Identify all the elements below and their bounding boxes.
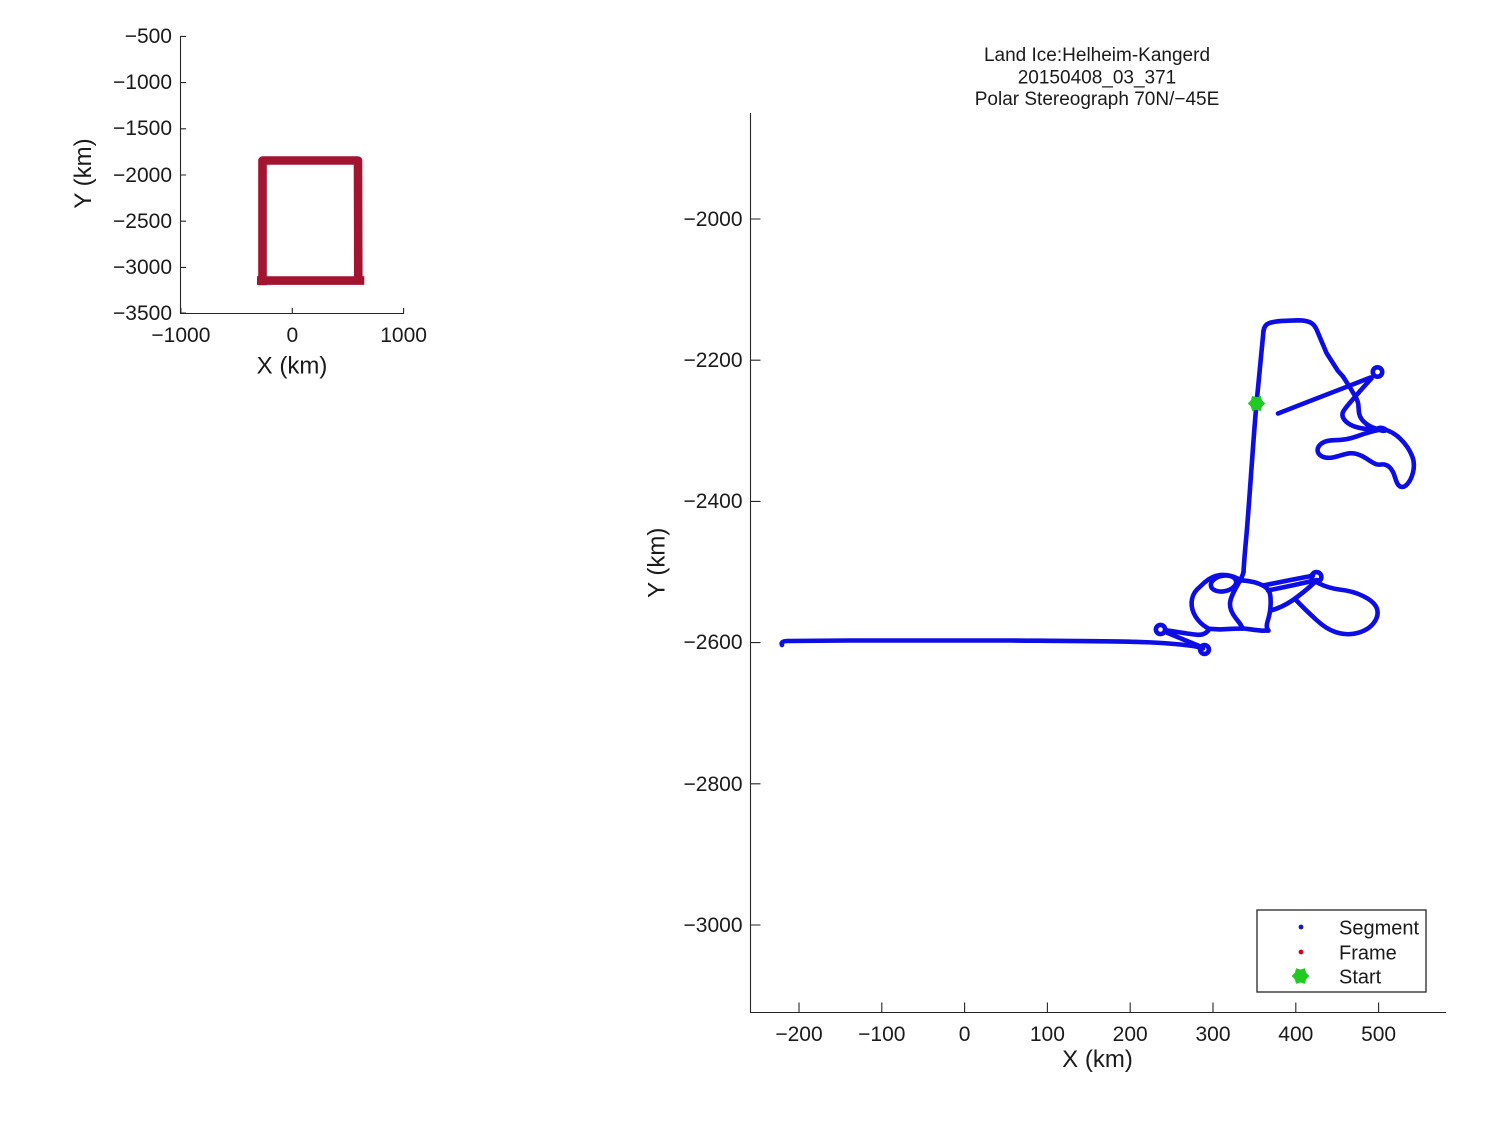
svg-text:−3500: −3500	[113, 302, 172, 325]
svg-text:−3000: −3000	[113, 256, 172, 279]
svg-text:0: 0	[286, 324, 298, 347]
svg-text:−1000: −1000	[113, 71, 172, 94]
svg-text:−2800: −2800	[684, 773, 743, 796]
svg-text:−2500: −2500	[113, 210, 172, 233]
svg-text:−2000: −2000	[113, 164, 172, 187]
svg-text:−2200: −2200	[684, 349, 743, 372]
svg-text:−2600: −2600	[684, 631, 743, 654]
svg-text:−1500: −1500	[113, 117, 172, 140]
svg-text:−1000: −1000	[151, 324, 210, 347]
svg-text:−200: −200	[775, 1023, 822, 1046]
svg-text:Y (km): Y (km)	[70, 138, 97, 208]
svg-text:100: 100	[1030, 1023, 1065, 1046]
svg-text:−3000: −3000	[684, 914, 743, 937]
svg-text:−500: −500	[125, 25, 172, 48]
svg-text:1000: 1000	[380, 324, 427, 347]
svg-text:X (km): X (km)	[257, 353, 328, 380]
svg-text:−2400: −2400	[684, 490, 743, 513]
svg-text:0: 0	[959, 1023, 971, 1046]
svg-text:Y (km): Y (km)	[644, 528, 671, 598]
svg-text:400: 400	[1278, 1023, 1313, 1046]
svg-text:Land Ice:Helheim-Kangerd: Land Ice:Helheim-Kangerd	[984, 45, 1210, 66]
svg-text:20150408_03_371: 20150408_03_371	[1018, 68, 1177, 89]
svg-text:−2000: −2000	[684, 208, 743, 231]
svg-text:Segment: Segment	[1339, 918, 1419, 940]
svg-text:Polar Stereograph 70N/−45E: Polar Stereograph 70N/−45E	[975, 89, 1220, 110]
svg-text:Frame: Frame	[1339, 942, 1397, 964]
svg-text:−100: −100	[858, 1023, 905, 1046]
svg-text:X (km): X (km)	[1062, 1046, 1133, 1073]
svg-text:500: 500	[1361, 1023, 1396, 1046]
svg-text:200: 200	[1113, 1023, 1148, 1046]
svg-text:Start: Start	[1339, 967, 1382, 989]
svg-text:300: 300	[1195, 1023, 1230, 1046]
